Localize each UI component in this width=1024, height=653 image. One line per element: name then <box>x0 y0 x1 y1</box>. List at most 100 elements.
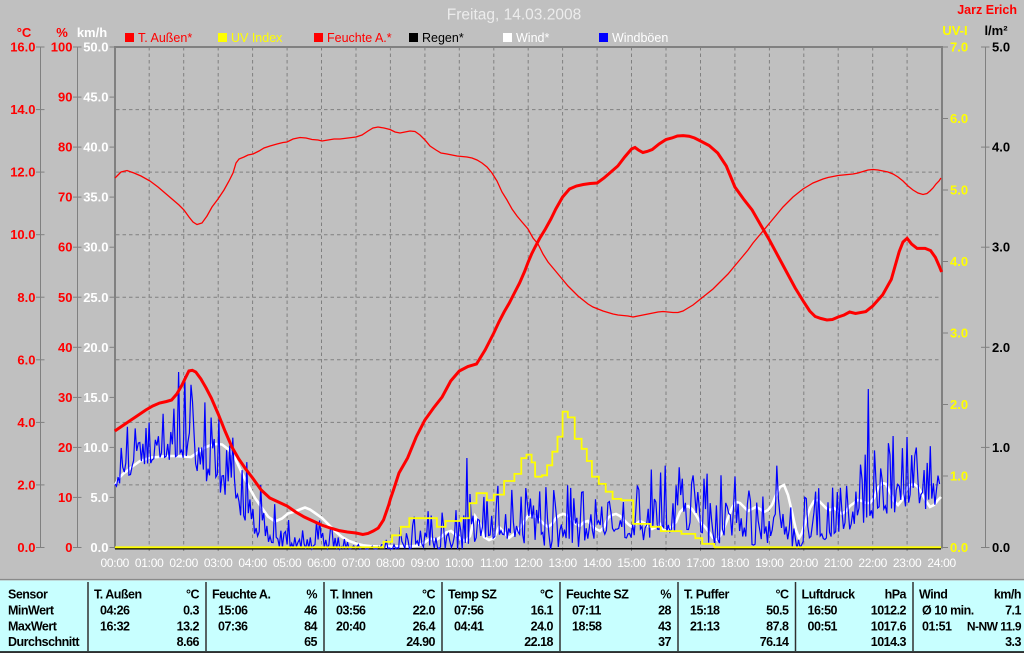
svg-text:N-NW 11.9: N-NW 11.9 <box>967 620 1022 634</box>
svg-text:1017.6: 1017.6 <box>871 620 907 634</box>
svg-text:Luftdruck: Luftdruck <box>802 588 856 602</box>
svg-text:Windböen: Windböen <box>612 31 668 45</box>
svg-text:4.0: 4.0 <box>17 415 35 430</box>
svg-text:°C: °C <box>775 588 788 602</box>
svg-text:04:26: 04:26 <box>100 604 130 618</box>
svg-text:04:00: 04:00 <box>238 556 267 570</box>
svg-text:02:00: 02:00 <box>169 556 198 570</box>
svg-text:Ø 10 min.: Ø 10 min. <box>922 604 974 618</box>
svg-text:Wind*: Wind* <box>516 31 549 45</box>
svg-text:00:00: 00:00 <box>101 556 130 570</box>
svg-text:1014.3: 1014.3 <box>871 635 907 649</box>
svg-text:0.3: 0.3 <box>183 604 199 618</box>
svg-text:16:32: 16:32 <box>100 620 130 634</box>
svg-text:24.90: 24.90 <box>406 635 435 649</box>
svg-text:Feuchte SZ: Feuchte SZ <box>566 588 629 602</box>
svg-text:50: 50 <box>58 290 72 305</box>
svg-text:43: 43 <box>658 620 671 634</box>
svg-text:20:00: 20:00 <box>790 556 819 570</box>
svg-text:10.0: 10.0 <box>83 440 108 455</box>
svg-text:24.0: 24.0 <box>531 620 554 634</box>
svg-text:0.0: 0.0 <box>950 540 968 555</box>
svg-text:km/h: km/h <box>77 25 107 40</box>
svg-text:100: 100 <box>51 40 73 55</box>
svg-text:21:13: 21:13 <box>690 620 720 634</box>
svg-text:12.0: 12.0 <box>10 165 35 180</box>
svg-text:hPa: hPa <box>885 588 908 602</box>
svg-text:1.0: 1.0 <box>950 469 968 484</box>
svg-text:%: % <box>660 588 671 602</box>
svg-text:01:51: 01:51 <box>922 620 952 634</box>
svg-text:15:06: 15:06 <box>218 604 248 618</box>
svg-text:%: % <box>56 25 68 40</box>
svg-text:23:00: 23:00 <box>893 556 922 570</box>
svg-text:3.3: 3.3 <box>1005 635 1021 649</box>
svg-text:T. Innen: T. Innen <box>330 588 373 602</box>
svg-text:06:00: 06:00 <box>307 556 336 570</box>
svg-text:0.0: 0.0 <box>17 540 35 555</box>
svg-text:84: 84 <box>304 620 317 634</box>
svg-text:90: 90 <box>58 90 72 105</box>
svg-text:6.0: 6.0 <box>950 111 968 126</box>
svg-text:10.0: 10.0 <box>10 227 35 242</box>
svg-text:37: 37 <box>658 635 671 649</box>
svg-text:00:51: 00:51 <box>808 620 838 634</box>
svg-text:40: 40 <box>58 340 72 355</box>
svg-text:26.4: 26.4 <box>413 620 436 634</box>
svg-text:0.0: 0.0 <box>90 540 108 555</box>
svg-text:20:40: 20:40 <box>336 620 366 634</box>
svg-text:1012.2: 1012.2 <box>871 604 907 618</box>
svg-text:03:00: 03:00 <box>204 556 233 570</box>
svg-text:87.8: 87.8 <box>766 620 789 634</box>
svg-text:Wind: Wind <box>919 588 947 602</box>
svg-text:Feuchte A.*: Feuchte A.* <box>327 31 392 45</box>
svg-text:°C: °C <box>186 588 199 602</box>
svg-text:28: 28 <box>658 604 671 618</box>
svg-text:4.0: 4.0 <box>992 140 1010 155</box>
svg-text:14:00: 14:00 <box>583 556 612 570</box>
svg-text:8.66: 8.66 <box>177 635 200 649</box>
svg-text:46: 46 <box>304 604 317 618</box>
svg-text:40.0: 40.0 <box>83 140 108 155</box>
svg-text:Temp SZ: Temp SZ <box>448 588 497 602</box>
svg-text:17:00: 17:00 <box>686 556 715 570</box>
svg-text:50.0: 50.0 <box>83 40 108 55</box>
svg-text:76.14: 76.14 <box>760 635 789 649</box>
svg-text:30: 30 <box>58 390 72 405</box>
svg-text:8.0: 8.0 <box>17 290 35 305</box>
svg-text:65: 65 <box>304 635 317 649</box>
svg-text:2.0: 2.0 <box>950 397 968 412</box>
svg-text:20.0: 20.0 <box>83 340 108 355</box>
svg-text:15:18: 15:18 <box>690 604 720 618</box>
svg-text:04:41: 04:41 <box>454 620 484 634</box>
svg-text:07:11: 07:11 <box>572 604 601 618</box>
svg-text:07:36: 07:36 <box>218 620 248 634</box>
svg-text:2.0: 2.0 <box>992 340 1010 355</box>
svg-text:6.0: 6.0 <box>17 352 35 367</box>
svg-text:22.0: 22.0 <box>413 604 436 618</box>
svg-text:21:00: 21:00 <box>824 556 853 570</box>
svg-text:Sensor: Sensor <box>8 588 48 602</box>
svg-text:18:58: 18:58 <box>572 620 602 634</box>
svg-text:Regen*: Regen* <box>422 31 464 45</box>
svg-text:%: % <box>306 588 317 602</box>
svg-text:15.0: 15.0 <box>83 390 108 405</box>
svg-text:70: 70 <box>58 190 72 205</box>
svg-text:08:00: 08:00 <box>376 556 405 570</box>
svg-text:7.0: 7.0 <box>950 40 968 55</box>
svg-text:7.1: 7.1 <box>1005 604 1021 618</box>
svg-text:T. Puffer: T. Puffer <box>684 588 729 602</box>
svg-text:km/h: km/h <box>994 588 1021 602</box>
svg-text:Freitag, 14.03.2008: Freitag, 14.03.2008 <box>447 7 581 24</box>
svg-text:30.0: 30.0 <box>83 240 108 255</box>
svg-text:60: 60 <box>58 240 72 255</box>
svg-text:24:00: 24:00 <box>927 556 956 570</box>
svg-text:25.0: 25.0 <box>83 290 108 305</box>
svg-text:T. Außen: T. Außen <box>94 588 142 602</box>
svg-text:20: 20 <box>58 440 72 455</box>
svg-text:°C: °C <box>540 588 553 602</box>
svg-text:09:00: 09:00 <box>411 556 440 570</box>
svg-text:05:00: 05:00 <box>273 556 302 570</box>
svg-text:5.0: 5.0 <box>992 40 1010 55</box>
svg-text:13.2: 13.2 <box>177 620 200 634</box>
